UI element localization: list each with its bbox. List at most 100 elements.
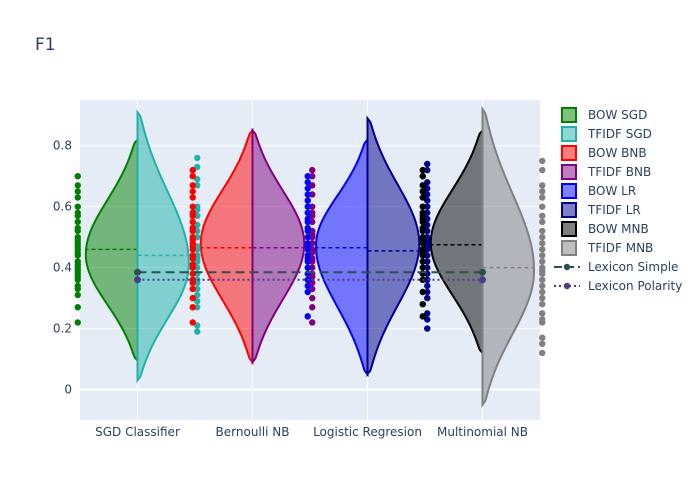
- data-point: [539, 258, 546, 265]
- y-tick-label: 0.4: [53, 261, 72, 275]
- data-point: [424, 276, 431, 284]
- data-point: [424, 294, 431, 302]
- violin-tfidf-mnb: [481, 105, 536, 409]
- data-point: [189, 304, 196, 311]
- data-point: [74, 188, 81, 195]
- data-point: [194, 328, 201, 335]
- data-point: [194, 276, 201, 284]
- data-point: [74, 218, 81, 226]
- data-point: [304, 185, 311, 192]
- legend-label: TFIDF SGD: [587, 127, 652, 141]
- legend-label: BOW LR: [588, 184, 636, 198]
- y-tick-label: 0.2: [53, 322, 72, 336]
- data-point: [419, 209, 426, 216]
- legend[interactable]: BOW SGD TFIDF SGD BOW BNB TFIDF BNB BOW LR TF…: [554, 107, 682, 293]
- data-point: [424, 215, 431, 223]
- data-point: [74, 203, 81, 210]
- data-point: [74, 291, 81, 299]
- data-point: [539, 157, 546, 165]
- data-point: [539, 203, 546, 210]
- data-point: [539, 246, 546, 253]
- data-point: [309, 227, 316, 235]
- data-point: [419, 264, 426, 271]
- data-point: [539, 264, 546, 271]
- data-point: [309, 218, 316, 226]
- reference-lines: [134, 268, 486, 284]
- data-point: [304, 264, 311, 271]
- data-point: [189, 233, 196, 241]
- data-point: [539, 288, 546, 296]
- data-point: [419, 172, 426, 180]
- data-point: [74, 182, 81, 189]
- violin-bow-mnb: [429, 127, 484, 356]
- data-point: [424, 197, 431, 204]
- data-point: [424, 282, 431, 290]
- data-point: [194, 182, 201, 189]
- data-point: [189, 194, 196, 201]
- data-point: [419, 203, 426, 210]
- data-point: [304, 215, 311, 223]
- legend-marker: [563, 263, 571, 271]
- data-point: [194, 322, 201, 329]
- legend-label: Lexicon Polarity: [588, 279, 682, 293]
- reference-marker: [479, 268, 486, 276]
- data-point: [74, 319, 81, 326]
- data-point: [74, 258, 81, 265]
- legend-label: BOW SGD: [588, 108, 647, 122]
- data-point: [189, 218, 196, 226]
- data-point: [424, 233, 431, 241]
- data-point: [304, 197, 311, 204]
- data-point: [189, 209, 196, 216]
- data-point: [304, 203, 311, 210]
- x-tick-label: SGD Classifier: [95, 425, 180, 439]
- data-point: [424, 160, 431, 168]
- data-point: [419, 258, 426, 265]
- data-point: [419, 288, 426, 296]
- y-tick-label: 0.6: [53, 200, 72, 214]
- chart-title: F1: [35, 35, 56, 55]
- data-point: [539, 276, 546, 284]
- data-point: [189, 252, 196, 259]
- data-point: [424, 325, 431, 332]
- data-point: [304, 209, 311, 216]
- violins: [84, 105, 536, 409]
- data-point: [189, 319, 196, 326]
- data-point: [424, 209, 431, 216]
- legend-swatch: [561, 202, 577, 218]
- data-point: [189, 285, 196, 293]
- data-point: [539, 212, 546, 220]
- violin-bow-lr: [314, 136, 369, 378]
- data-point: [304, 288, 311, 296]
- y-axis: 0 0.2 0.4 0.6 0.8: [53, 139, 72, 397]
- reference-marker: [134, 276, 141, 284]
- data-point: [74, 209, 81, 216]
- legend-label: TFIDF LR: [587, 203, 641, 217]
- data-point: [419, 246, 426, 253]
- data-point: [309, 304, 316, 311]
- data-point: [539, 300, 546, 308]
- data-point: [189, 188, 196, 195]
- data-point: [539, 282, 546, 290]
- violin-bow-bnb: [199, 127, 254, 365]
- legend-marker: [563, 282, 571, 290]
- legend-swatch: [561, 145, 577, 161]
- data-point: [424, 316, 431, 323]
- data-point: [194, 154, 201, 162]
- data-point: [194, 227, 201, 235]
- data-point: [539, 182, 546, 189]
- data-point: [74, 224, 81, 232]
- data-point: [194, 297, 201, 305]
- data-point: [309, 264, 316, 271]
- legend-swatch: [561, 107, 577, 123]
- x-tick-label: Logistic Regresion: [313, 425, 422, 439]
- data-point: [419, 182, 426, 189]
- data-point: [309, 172, 316, 180]
- data-point: [419, 300, 426, 308]
- data-point: [539, 316, 546, 323]
- reference-marker: [479, 276, 486, 284]
- data-point: [424, 227, 431, 235]
- data-point: [424, 288, 431, 296]
- data-point: [539, 218, 546, 226]
- data-point: [304, 191, 311, 198]
- data-point: [424, 179, 431, 186]
